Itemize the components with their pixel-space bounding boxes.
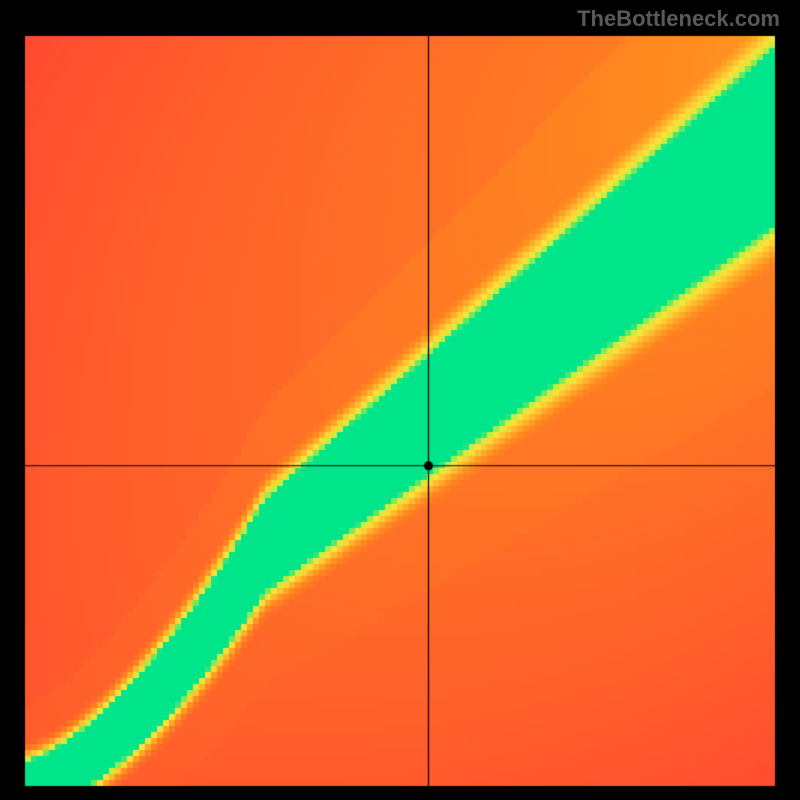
watermark-text: TheBottleneck.com bbox=[577, 6, 780, 32]
heatmap-canvas bbox=[0, 0, 800, 800]
chart-container: TheBottleneck.com bbox=[0, 0, 800, 800]
